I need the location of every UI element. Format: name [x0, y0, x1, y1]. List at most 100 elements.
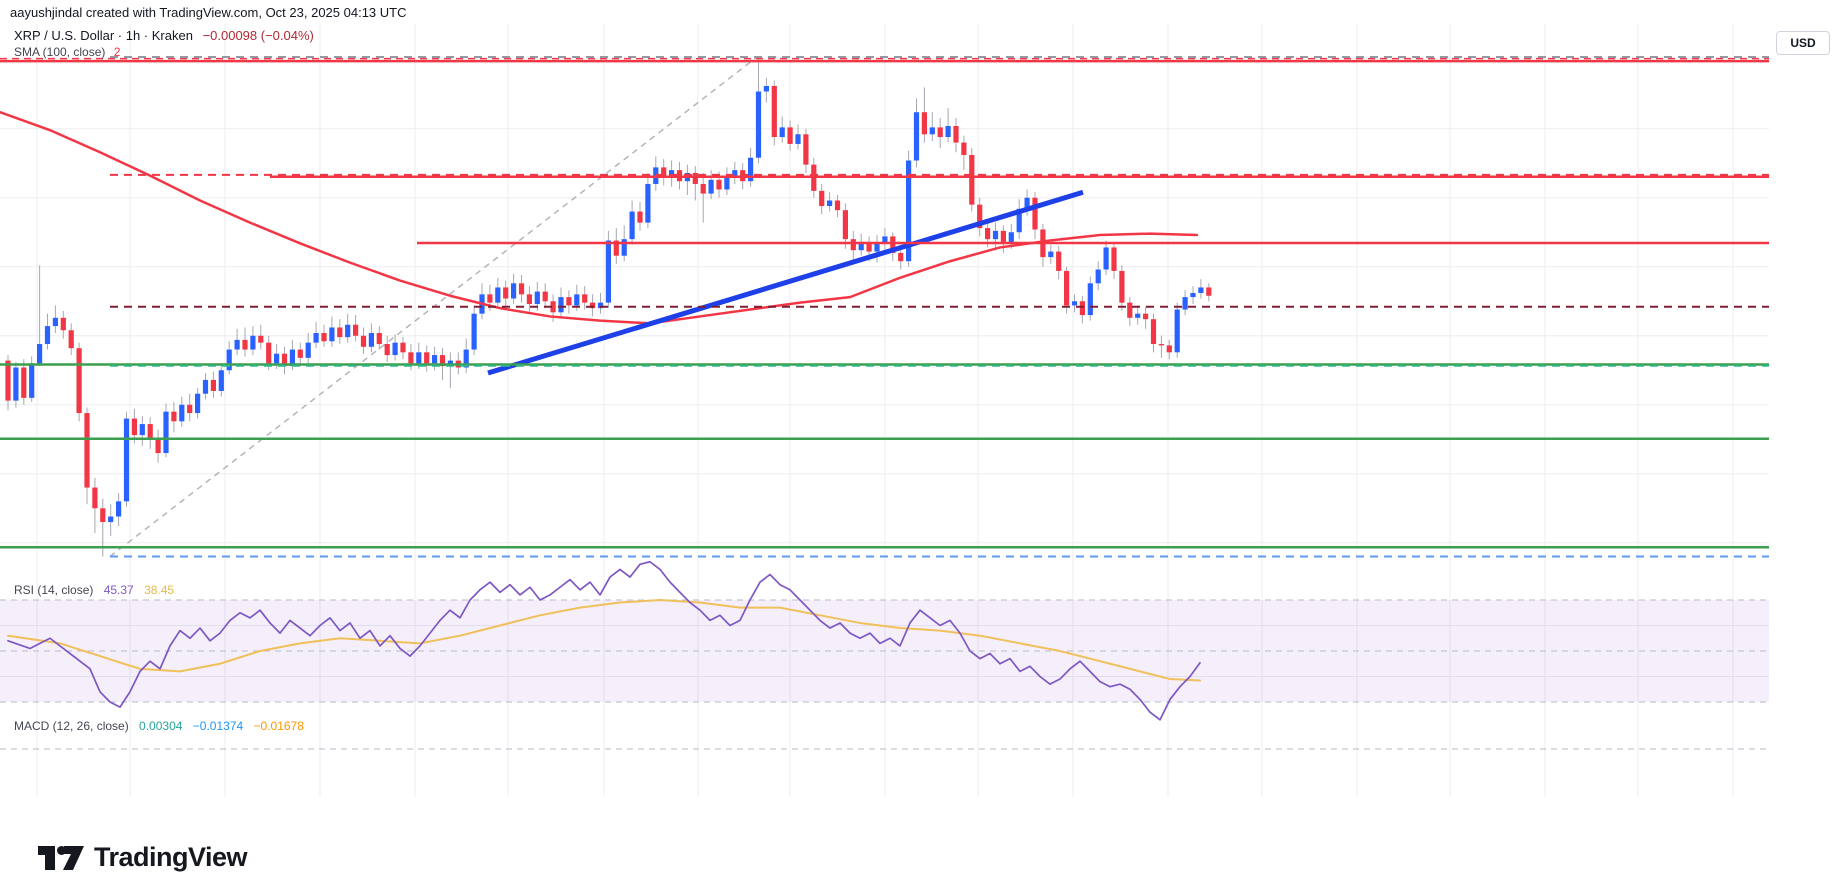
- candle: [913, 112, 920, 161]
- candle: [360, 335, 367, 347]
- candle: [890, 236, 896, 253]
- candle: [566, 297, 572, 306]
- candle: [969, 154, 975, 205]
- candle: [985, 228, 991, 240]
- candle: [281, 353, 288, 367]
- candle: [1103, 247, 1109, 270]
- candle: [495, 287, 501, 303]
- candle: [408, 352, 414, 364]
- symbol-legend[interactable]: XRP / U.S. Dollar · 1h · Kraken −0.00098…: [14, 28, 314, 43]
- candle: [992, 230, 999, 240]
- candle: [937, 127, 943, 138]
- candle: [582, 294, 588, 303]
- candle: [1000, 230, 1006, 242]
- blue-support-trendline: [487, 189, 1084, 376]
- candle: [21, 367, 27, 398]
- candle: [368, 333, 374, 347]
- candle: [590, 302, 596, 309]
- candle: [1190, 292, 1196, 298]
- candle: [858, 241, 864, 251]
- candle: [613, 240, 619, 256]
- candle: [210, 379, 216, 391]
- candle: [266, 342, 272, 364]
- candle: [116, 501, 122, 517]
- candle: [321, 333, 327, 342]
- candle: [13, 367, 19, 401]
- rsi-line: [7, 560, 1201, 721]
- candle: [1008, 232, 1014, 242]
- candle: [906, 160, 912, 262]
- candle: [1174, 309, 1180, 353]
- candle: [763, 85, 769, 92]
- candle: [850, 239, 856, 251]
- candle: [645, 183, 651, 223]
- candle: [1016, 208, 1022, 233]
- candle: [1198, 287, 1204, 293]
- candle: [629, 211, 635, 240]
- rsi-ma-value: 38.45: [144, 583, 175, 597]
- sma-label: SMA (100, close): [14, 45, 106, 59]
- candle: [60, 317, 66, 331]
- candle: [542, 291, 548, 302]
- candle: [147, 424, 153, 438]
- candle: [92, 487, 98, 509]
- candle: [274, 353, 280, 364]
- candle: [37, 344, 43, 364]
- candle: [724, 175, 730, 190]
- candle: [1024, 197, 1030, 209]
- candle: [755, 91, 762, 158]
- macd-legend[interactable]: MACD (12, 26, close) 0.00304 −0.01374 −0…: [14, 719, 304, 733]
- candle: [661, 167, 667, 178]
- currency-button[interactable]: USD: [1776, 31, 1830, 55]
- sma-legend[interactable]: SMA (100, close) 2: [14, 45, 120, 59]
- tradingview-logo-icon: [38, 846, 84, 870]
- candle: [179, 404, 185, 422]
- macd-value: −0.01374: [192, 719, 244, 733]
- candle: [803, 134, 809, 165]
- candle: [100, 508, 106, 523]
- candle: [329, 327, 335, 342]
- symbol-title: XRP / U.S. Dollar · 1h · Kraken: [14, 28, 193, 43]
- tradingview-logo[interactable]: TradingView: [38, 840, 248, 874]
- candle: [621, 239, 627, 256]
- candle: [84, 413, 90, 488]
- candle: [795, 134, 801, 144]
- candle: [827, 200, 833, 207]
- candle: [819, 190, 825, 207]
- rsi-legend[interactable]: RSI (14, close) 45.37 38.45: [14, 583, 174, 597]
- candle: [487, 294, 493, 303]
- candle: [131, 418, 137, 436]
- candle: [771, 85, 777, 138]
- candle: [432, 355, 438, 364]
- candle: [313, 333, 319, 343]
- candle: [1111, 247, 1117, 271]
- candle: [866, 241, 872, 252]
- candle: [376, 333, 382, 345]
- candle: [1095, 269, 1101, 284]
- candle: [187, 404, 193, 414]
- tradingview-logo-text: TradingView: [94, 841, 248, 872]
- candle: [1206, 287, 1212, 296]
- sma100-line: [0, 110, 1199, 325]
- candle: [732, 170, 738, 176]
- candle: [416, 352, 422, 364]
- macd-hist-value: 0.00304: [139, 719, 183, 733]
- candle: [921, 112, 927, 135]
- candle: [787, 127, 793, 144]
- candle: [1071, 301, 1078, 306]
- candle: [108, 516, 114, 523]
- candle: [1135, 313, 1141, 318]
- candle: [234, 339, 240, 350]
- candle: [1182, 297, 1188, 310]
- candle: [297, 349, 303, 358]
- candle: [953, 126, 959, 143]
- candle: [700, 183, 706, 194]
- candle: [471, 313, 477, 350]
- candle: [29, 363, 35, 398]
- change-value: −0.00098 (−0.04%): [202, 28, 314, 43]
- candle: [669, 170, 675, 178]
- candle: [439, 355, 446, 367]
- candle: [518, 283, 525, 295]
